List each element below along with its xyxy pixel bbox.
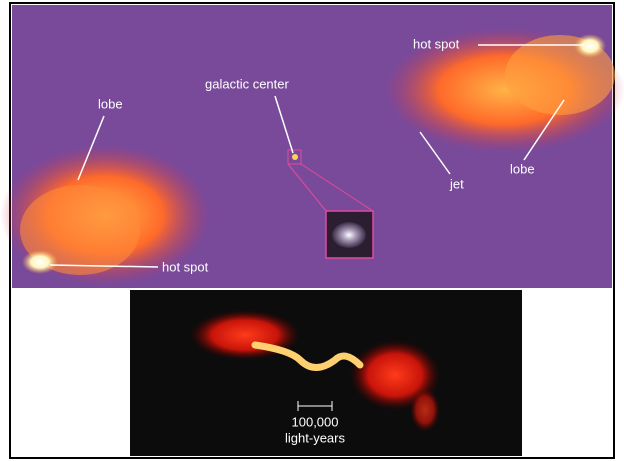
radio-image bbox=[0, 5, 624, 288]
scale-distance: 100,000 bbox=[292, 414, 339, 429]
scale-unit: light-years bbox=[285, 430, 345, 445]
label: lobe bbox=[510, 161, 535, 176]
label: hot spot bbox=[162, 259, 209, 274]
label: lobe bbox=[98, 96, 123, 111]
label: jet bbox=[449, 176, 464, 191]
label: galactic center bbox=[205, 76, 289, 91]
label: hot spot bbox=[413, 36, 460, 51]
figure: hot spot galactic center lobe hot spot j… bbox=[0, 0, 624, 461]
